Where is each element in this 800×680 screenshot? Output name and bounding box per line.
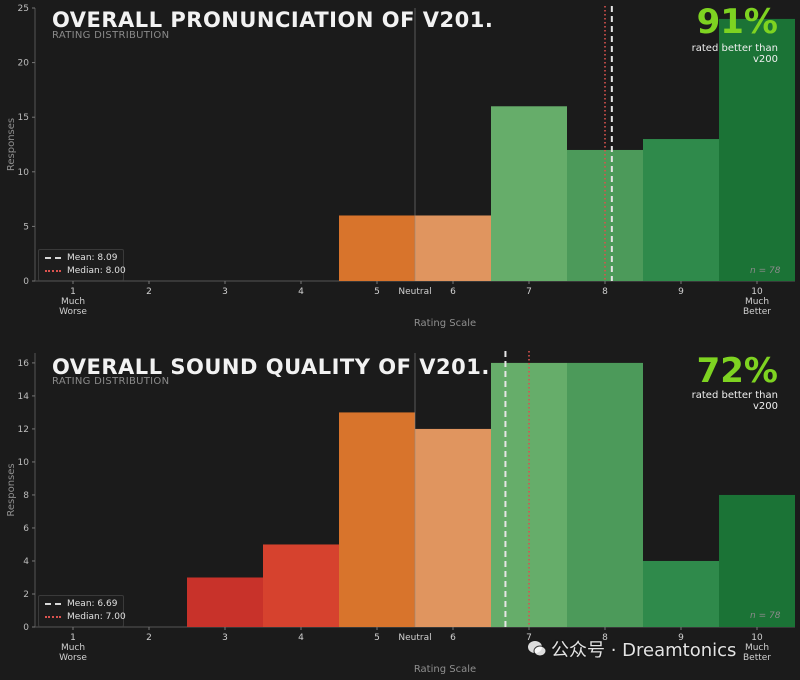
chart-subtitle: RATING DISTRIBUTION — [52, 376, 170, 387]
bar-rating-3 — [187, 577, 263, 627]
y-axis-label: Responses — [6, 463, 17, 516]
chart-panel-sound-quality: 0 2 4 6 8 10 12 14 16 1 Much Worse 2 3 4 5 6 7 8 9 10 Much Bet… — [0, 340, 800, 680]
x-tick-label: 5 — [374, 287, 380, 297]
y-tick-label: 12 — [18, 425, 29, 435]
y-tick-label: 5 — [23, 222, 29, 232]
x-tick-label: 1 — [70, 287, 76, 297]
x-axis-label: Rating Scale — [414, 318, 476, 329]
x-axis-label: Rating Scale — [414, 664, 476, 675]
x-tick-label: 7 — [526, 633, 532, 643]
highlight-percentage: 72% — [696, 351, 778, 391]
x-tick-sublabel: Much — [61, 643, 85, 653]
mean-line-swatch — [45, 602, 61, 605]
y-tick-label: 10 — [18, 168, 30, 178]
bar-rating-7 — [491, 106, 567, 281]
y-tick-label: 20 — [18, 59, 30, 69]
wechat-icon — [528, 641, 547, 657]
legend-median-label: Median: 8.00 — [67, 266, 126, 276]
x-tick-label: 3 — [222, 287, 228, 297]
bar-rating-9 — [643, 139, 719, 281]
chart-legend: Mean: 6.69 Median: 7.00 — [38, 595, 126, 627]
neutral-label: Neutral — [398, 633, 431, 643]
x-tick-label: 4 — [298, 633, 304, 643]
x-tick-label: 7 — [526, 287, 532, 297]
x-tick-label: 8 — [602, 287, 608, 297]
mean-line-swatch — [45, 256, 61, 259]
legend-mean-label: Mean: 6.69 — [67, 599, 118, 609]
bar-rating-9 — [643, 560, 719, 627]
bar-rating-6 — [415, 215, 491, 281]
bar-rating-4 — [263, 544, 339, 627]
y-axis-label: Responses — [6, 118, 17, 171]
bar-rating-10 — [719, 494, 795, 627]
x-tick-label: 2 — [146, 287, 152, 297]
y-tick-label: 15 — [18, 113, 29, 123]
y-tick-label: 4 — [23, 557, 29, 567]
x-tick-label: 6 — [450, 633, 456, 643]
highlight-note: rated better than v200 — [691, 390, 778, 412]
bar-rating-5 — [339, 215, 415, 281]
y-tick-label: 16 — [18, 359, 30, 369]
x-tick-sublabel: Much — [61, 297, 85, 307]
x-tick-sublabel: Better — [743, 653, 771, 663]
legend-mean: Mean: 6.69 — [45, 598, 117, 610]
y-tick-label: 6 — [23, 524, 29, 534]
legend-mean: Mean: 8.09 — [45, 252, 117, 264]
x-tick-label: 5 — [374, 633, 380, 643]
x-tick-label: 6 — [450, 287, 456, 297]
x-tick-label: 4 — [298, 287, 304, 297]
x-tick-sublabel: Much — [745, 643, 769, 653]
y-tick-label: 0 — [23, 623, 29, 633]
bar-rating-7 — [491, 362, 567, 627]
legend-median: Median: 8.00 — [45, 265, 126, 277]
highlight-note: rated better than v200 — [691, 43, 778, 65]
neutral-label: Neutral — [398, 287, 431, 297]
x-tick-label: 8 — [602, 633, 608, 643]
bar-rating-5 — [339, 412, 415, 627]
legend-median-label: Median: 7.00 — [67, 612, 126, 622]
x-tick-label: 1 — [70, 633, 76, 643]
chart-subtitle: RATING DISTRIBUTION — [52, 30, 170, 41]
bar-rating-10 — [719, 18, 795, 281]
legend-median: Median: 7.00 — [45, 611, 126, 623]
median-line-swatch — [45, 615, 61, 618]
y-tick-label: 0 — [23, 277, 29, 287]
x-tick-label: 2 — [146, 633, 152, 643]
x-tick-label: 9 — [678, 287, 684, 297]
x-tick-sublabel: Better — [743, 307, 771, 317]
bar-rating-8 — [567, 362, 643, 627]
chart-title: OVERALL SOUND QUALITY OF V201. — [52, 355, 490, 379]
chart-legend: Mean: 8.09 Median: 8.00 — [38, 249, 126, 281]
watermark-text: 公众号 · Dreamtonics — [551, 640, 737, 661]
legend-mean-label: Mean: 8.09 — [67, 253, 118, 263]
x-tick-label: 10 — [751, 287, 763, 297]
y-tick-label: 25 — [18, 4, 29, 14]
chart-panel-pronunciation: 0 5 10 15 20 25 1 Much Worse 2 3 4 5 6 7 8 9 10 Much Better… — [6, 2, 795, 329]
x-tick-sublabel: Much — [745, 297, 769, 307]
y-tick-label: 8 — [23, 491, 29, 501]
chart-title: OVERALL PRONUNCIATION OF V201. — [52, 8, 494, 32]
x-tick-label: 3 — [222, 633, 228, 643]
bar-rating-6 — [415, 428, 491, 627]
x-tick-label: 9 — [678, 633, 684, 643]
sample-size-note: n = 78 — [750, 611, 781, 621]
y-tick-label: 14 — [18, 392, 30, 402]
x-tick-sublabel: Worse — [59, 653, 87, 663]
x-tick-sublabel: Worse — [59, 307, 87, 317]
highlight-percentage: 91% — [696, 2, 778, 42]
y-tick-label: 10 — [18, 458, 30, 468]
x-tick-label: 10 — [751, 633, 763, 643]
sample-size-note: n = 78 — [750, 266, 781, 276]
median-line-swatch — [45, 269, 61, 272]
y-tick-label: 2 — [23, 590, 29, 600]
